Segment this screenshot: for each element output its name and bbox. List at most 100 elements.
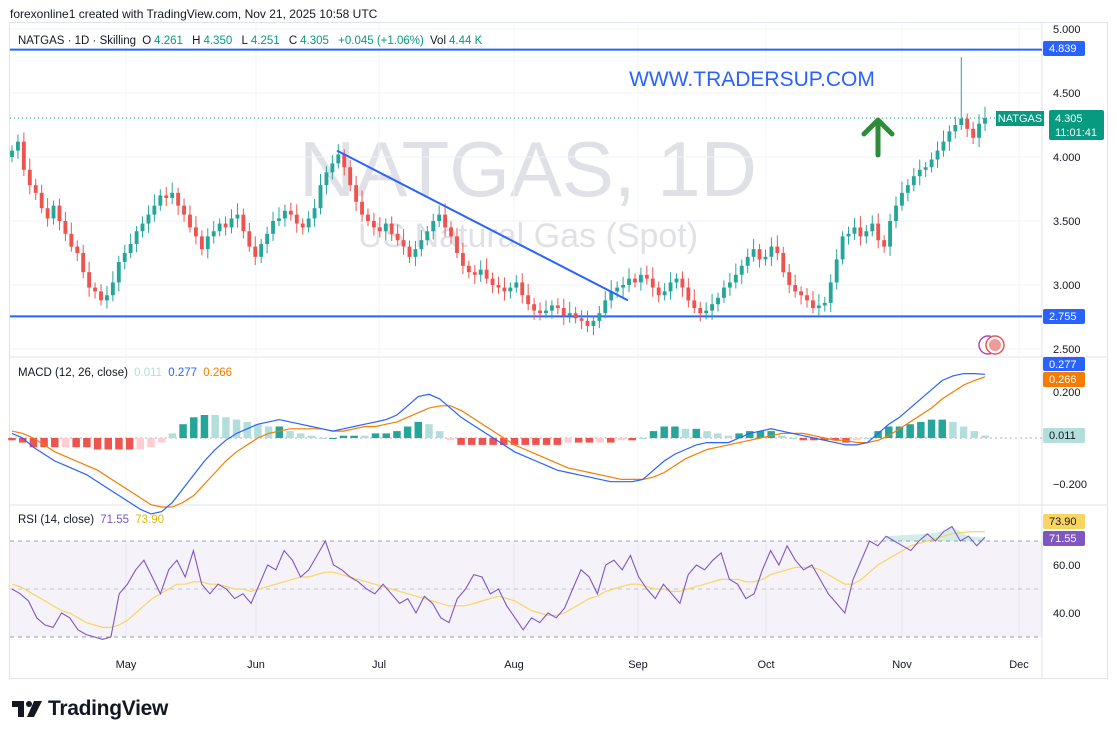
rsi-band bbox=[10, 541, 1042, 637]
macd-histogram-bar bbox=[692, 428, 701, 438]
rsi-tick-label: 40.00 bbox=[1053, 608, 1081, 620]
change-value: +0.045 (+1.06%) bbox=[338, 35, 424, 47]
price-tick-label: 3.500 bbox=[1053, 216, 1081, 228]
axis-tag-level-top: 4.839 bbox=[1043, 41, 1085, 56]
time-tick-label: Sep bbox=[628, 659, 648, 671]
candle-body bbox=[33, 185, 38, 193]
time-tick-label: Nov bbox=[892, 659, 912, 671]
candle-body bbox=[822, 302, 827, 306]
candle-body bbox=[852, 227, 857, 234]
candle-body bbox=[727, 282, 732, 288]
svg-text:2.755: 2.755 bbox=[1049, 311, 1077, 323]
candle-body bbox=[811, 300, 815, 309]
candle-body bbox=[21, 141, 26, 170]
low-value: 4.251 bbox=[250, 35, 280, 47]
candle-body bbox=[395, 233, 400, 241]
candle-body bbox=[164, 195, 169, 198]
candle-body bbox=[716, 297, 720, 305]
macd-histogram-bar bbox=[756, 431, 765, 438]
macd-histogram-bar bbox=[746, 431, 754, 438]
candle-body bbox=[733, 274, 738, 283]
candle-body bbox=[633, 278, 637, 283]
svg-text:71.55: 71.55 bbox=[1049, 533, 1077, 545]
macd-histogram-bar bbox=[286, 431, 294, 438]
candle-body bbox=[104, 295, 109, 301]
macd-histogram-bar bbox=[489, 438, 497, 445]
macd-histogram-bar bbox=[264, 426, 273, 438]
candle-body bbox=[555, 305, 560, 309]
rsi-value: 71.55 bbox=[100, 514, 130, 526]
candle-body bbox=[116, 261, 121, 283]
macd-histogram-bar bbox=[863, 438, 872, 439]
candle-body bbox=[371, 221, 376, 228]
macd-histogram-bar bbox=[660, 426, 668, 438]
candle-body bbox=[816, 305, 821, 309]
rsi-title: RSI (14, close) bbox=[18, 514, 95, 526]
candle-body bbox=[45, 208, 50, 219]
macd-histogram-bar bbox=[500, 438, 508, 445]
candle-body bbox=[235, 214, 240, 219]
candle-body bbox=[739, 265, 744, 275]
events-icon[interactable] bbox=[978, 335, 1005, 355]
svg-text:0.266: 0.266 bbox=[1049, 374, 1077, 386]
macd-histogram-bar bbox=[371, 433, 380, 438]
candle-body bbox=[360, 201, 364, 215]
candle-body bbox=[490, 278, 495, 285]
candle-body bbox=[923, 167, 928, 170]
candle-body bbox=[27, 169, 32, 186]
candle-body bbox=[223, 223, 228, 228]
candle-body bbox=[674, 278, 679, 283]
macd-histogram-bar bbox=[970, 431, 979, 438]
macd-legend[interactable]: MACD (12, 26, close) 0.011 0.277 0.266 bbox=[18, 367, 235, 379]
macd-histogram-bar bbox=[232, 419, 241, 438]
candle-body bbox=[306, 218, 311, 228]
candle-body bbox=[294, 214, 299, 224]
macd-histogram-bar bbox=[649, 431, 658, 438]
candle-body bbox=[591, 320, 596, 326]
macd-histogram-bar bbox=[125, 438, 134, 450]
macd-histogram-bar bbox=[767, 431, 775, 438]
candle-body bbox=[122, 253, 127, 262]
candle-body bbox=[704, 310, 709, 314]
candle-body bbox=[407, 246, 412, 257]
candle-body bbox=[484, 269, 489, 279]
macd-histogram-bar bbox=[339, 435, 348, 438]
macd-histogram-bar bbox=[414, 421, 423, 438]
candle-body bbox=[615, 287, 620, 292]
rsi-legend[interactable]: RSI (14, close) 71.55 73.90 bbox=[18, 514, 167, 526]
price-tick-label: 5.000 bbox=[1053, 24, 1081, 36]
tradingview-logo[interactable]: TradingView bbox=[12, 697, 168, 721]
chart-frame bbox=[9, 22, 1108, 679]
trendline bbox=[336, 149, 629, 302]
candle-body bbox=[662, 291, 667, 296]
candle-body bbox=[686, 287, 691, 301]
candle-body bbox=[544, 310, 548, 314]
chart-credit: forexonline1 created with TradingView.co… bbox=[10, 7, 378, 21]
candle-body bbox=[437, 214, 442, 221]
candle-body bbox=[781, 253, 786, 273]
macd-histogram-bar bbox=[200, 415, 209, 438]
macd-histogram-bar bbox=[307, 435, 316, 438]
candle-body bbox=[401, 240, 406, 247]
candle-body bbox=[526, 295, 531, 305]
svg-text:0.011: 0.011 bbox=[1049, 430, 1076, 442]
price-tick-label: 3.000 bbox=[1053, 280, 1081, 292]
symbol-legend: NATGAS · 1D · Skilling O 4.261 H 4.350 L 4.… bbox=[18, 35, 483, 47]
macd-histogram-bar bbox=[713, 433, 722, 438]
macd-histogram-bar bbox=[40, 438, 48, 448]
candle-body bbox=[549, 305, 554, 311]
macd-histogram-bar bbox=[521, 438, 529, 445]
candle-body bbox=[140, 223, 145, 232]
candle-body bbox=[336, 154, 341, 164]
macd-histogram-bar bbox=[874, 431, 882, 438]
candle-body bbox=[57, 205, 62, 221]
candle-body bbox=[846, 233, 851, 237]
candle-body bbox=[366, 214, 370, 221]
svg-text:73.90: 73.90 bbox=[1049, 516, 1077, 528]
macd-histogram-bar bbox=[510, 438, 519, 445]
macd-histogram-bar bbox=[607, 438, 615, 443]
tradingview-logo-icon bbox=[12, 701, 42, 717]
candle-body bbox=[698, 308, 703, 314]
macd-histogram-bar bbox=[211, 415, 219, 438]
